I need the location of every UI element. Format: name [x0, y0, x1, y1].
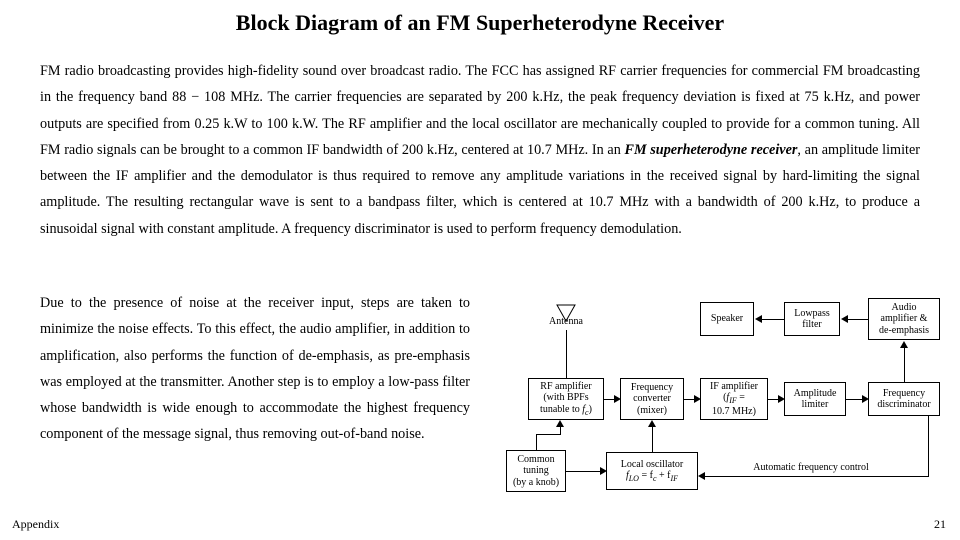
- ifamp-fif: fIF: [726, 392, 736, 403]
- arrow-lowpass-speaker: [762, 319, 784, 320]
- audio-block: Audio amplifier & de-emphasis: [868, 298, 940, 340]
- ifamp-val: 10.7 MHz): [712, 406, 756, 417]
- line-common-right1: [536, 434, 561, 435]
- antenna-line: [566, 330, 567, 378]
- footer-left: Appendix: [12, 517, 59, 532]
- arrowhead-afc-lo: [698, 472, 705, 480]
- page-number: 21: [934, 517, 946, 532]
- arrowhead-mixer-if: [694, 395, 701, 403]
- arrowhead-common-lo: [600, 467, 607, 475]
- rf-amplifier-block: RF amplifier (with BPFs tunable to fc): [528, 378, 604, 420]
- amplitude-limiter-block: Amplitude limiter: [784, 382, 846, 416]
- lo-fif-sub: IF: [670, 474, 678, 483]
- lo-plus: + f: [657, 470, 671, 481]
- antenna-icon: [556, 304, 576, 322]
- ifamp-eq: =: [737, 392, 745, 403]
- arrowhead-rf-mixer: [614, 395, 621, 403]
- rfamp-line1: RF amplifier: [540, 381, 591, 392]
- ifamp-line1: IF amplifier: [710, 381, 758, 392]
- line-afc-down: [928, 416, 929, 476]
- arrowhead-lowpass-speaker: [755, 315, 762, 323]
- lo-eq: = f: [639, 470, 653, 481]
- common-tuning-block: Common tuning (by a knob): [506, 450, 566, 492]
- page-title: Block Diagram of an FM Superheterodyne R…: [0, 10, 960, 36]
- line-afc-left: [704, 476, 929, 477]
- arrowhead-lo-mixer: [648, 420, 656, 427]
- arrowhead-if-limiter: [778, 395, 785, 403]
- arrow-audio-lowpass: [848, 319, 868, 320]
- arrowhead-common-rf: [556, 420, 564, 427]
- local-oscillator-block: Local oscillator fLO = fc + fIF: [606, 452, 698, 490]
- rfamp-fc: fc: [582, 404, 588, 415]
- if-amplifier-block: IF amplifier (fIF = 10.7 MHz): [700, 378, 768, 420]
- line-common-lo: [566, 471, 602, 472]
- paragraph-1: FM radio broadcasting provides high-fide…: [40, 58, 920, 242]
- lowpass-block: Lowpass filter: [784, 302, 840, 336]
- paragraph-2: Due to the presence of noise at the rece…: [40, 290, 470, 448]
- lo-flo: fLO: [626, 470, 639, 481]
- speaker-block: Speaker: [700, 302, 754, 336]
- line-common-up1: [536, 434, 537, 450]
- para1-key: FM superheterodyne receiver: [625, 142, 798, 158]
- arrowhead-audio-lowpass: [841, 315, 848, 323]
- block-diagram: Antenna Speaker Lowpass filter Audio amp…: [480, 294, 950, 504]
- line-common-up2: [560, 426, 561, 435]
- arrow-disc-audio: [904, 348, 905, 382]
- arrowhead-disc-audio: [900, 341, 908, 348]
- freq-discriminator-block: Frequency discriminator: [868, 382, 940, 416]
- lo-line1: Local oscillator: [621, 459, 683, 470]
- afc-label: Automatic frequency control: [736, 462, 886, 473]
- arrowhead-limiter-disc: [862, 395, 869, 403]
- freq-converter-block: Frequency converter (mixer): [620, 378, 684, 420]
- rfamp-line3a: tunable to: [540, 404, 582, 415]
- line-lo-mixer: [652, 426, 653, 452]
- rfamp-line2: (with BPFs: [543, 392, 588, 403]
